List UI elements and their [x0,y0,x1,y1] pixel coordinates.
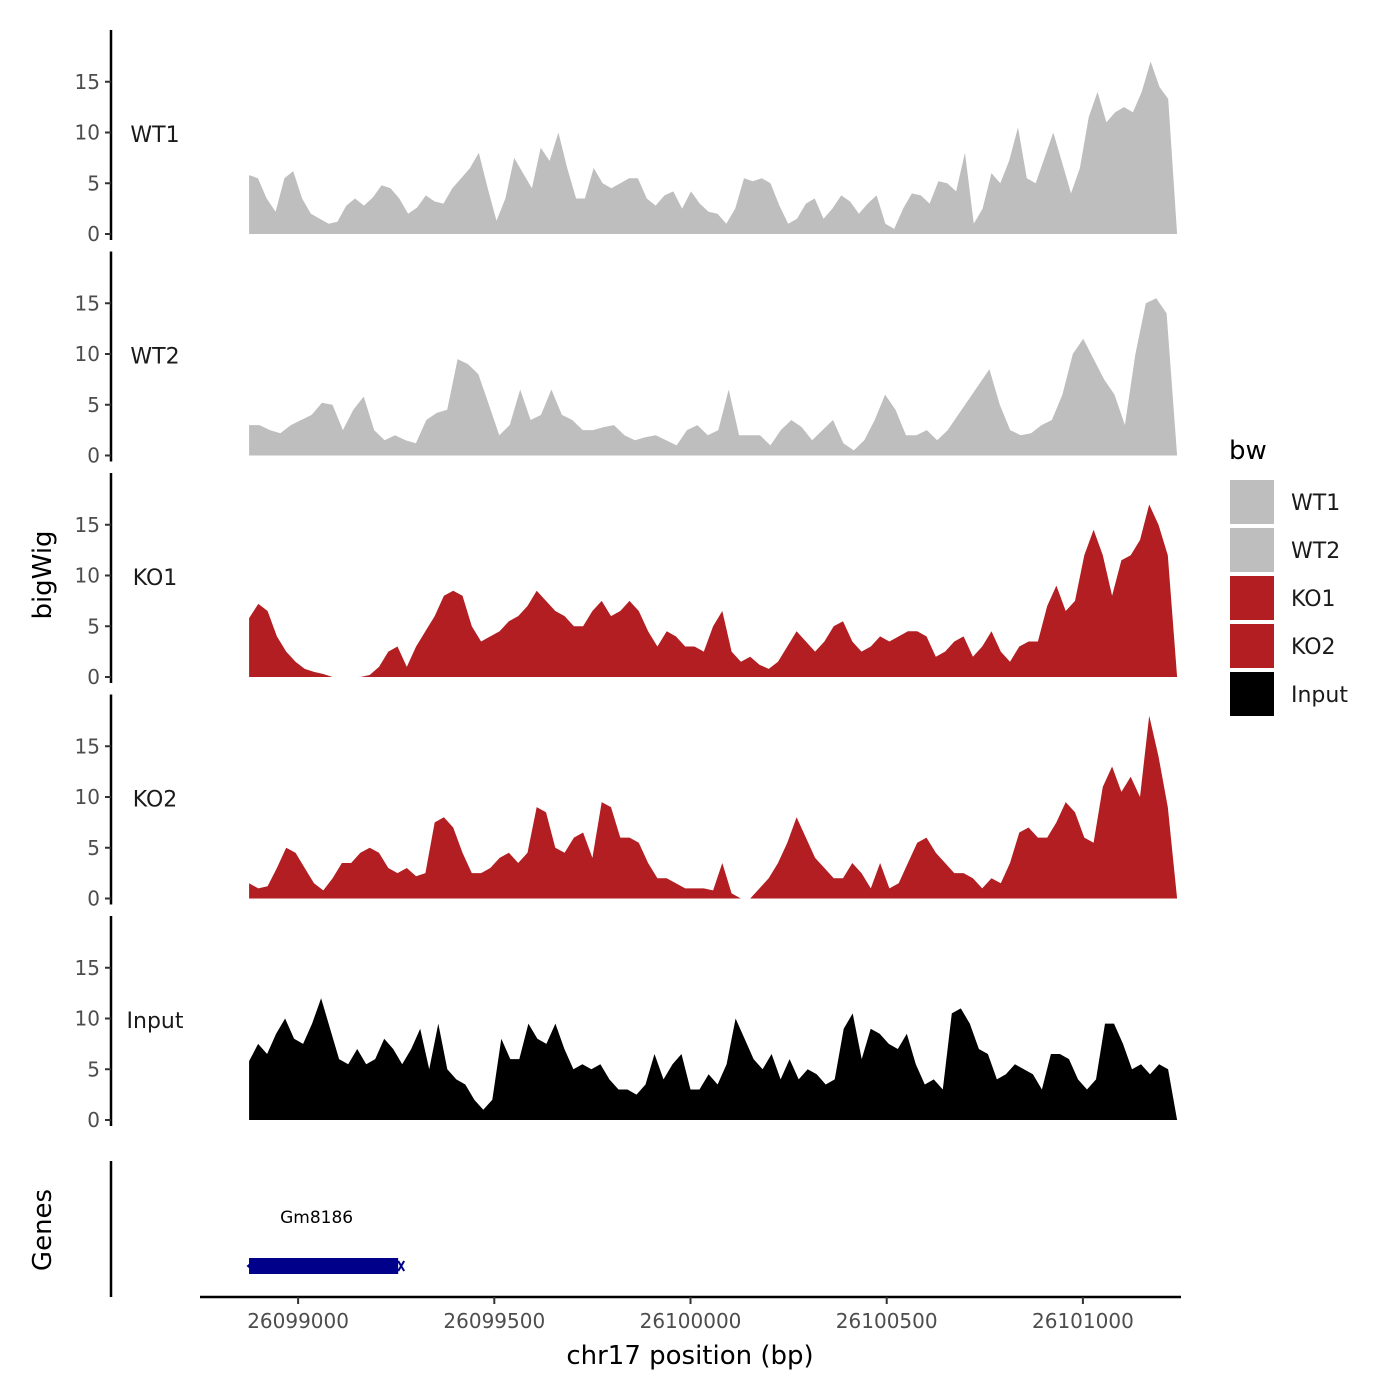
gene-body [249,1258,399,1274]
y-tick-label: 5 [87,393,100,417]
y-tick-label: 0 [87,1108,100,1132]
strand-arrow [397,1260,406,1272]
y-tick-label: 0 [87,444,100,468]
y-tick-label: 0 [87,665,100,689]
panel-wt2: 0 5 10 15 WT2 [75,251,1178,468]
legend-title: bw [1229,436,1267,466]
x-tick-label: 26100000 [640,1309,742,1333]
y-tick-label: 15 [75,956,100,980]
y-tick-label: 10 [75,1007,100,1031]
genes-track: Gm8186 [109,1161,406,1297]
gene-label: Gm8186 [280,1208,353,1228]
legend-swatch [1230,576,1274,620]
x-tick-label: 26099500 [443,1309,545,1333]
legend-label: WT2 [1291,539,1340,564]
y-axis-title: bigWig [28,530,58,619]
signal-area-wt1 [249,61,1178,234]
strand-arrow [246,1260,255,1272]
track-label-wt2: WT2 [130,345,179,370]
track-label-input: Input [127,1009,184,1034]
y-tick-label: 10 [75,342,100,366]
legend-item-input: Input [1230,672,1348,716]
x-tick-label: 26100500 [836,1309,938,1333]
y-tick-label: 15 [75,70,100,94]
y-tick-label: 15 [75,734,100,758]
track-label-ko2: KO2 [133,788,178,813]
x-axis: 26099000 26099500 26100000 26100500 26101000 [200,1295,1181,1333]
legend-label: KO2 [1291,635,1336,660]
y-tick-label: 10 [75,785,100,809]
legend-label: WT1 [1291,491,1340,516]
legend-item-wt1: WT1 [1230,480,1340,524]
signal-panels: 0 5 10 15 WT1 0 5 10 15 WT2 0 5 10 15 KO1 0 5 10 15 KO2 0 5 10… [75,30,1178,1132]
y-tick-label: 15 [75,513,100,537]
panel-wt1: 0 5 10 15 WT1 [75,30,1178,246]
legend-label: KO1 [1291,587,1336,612]
legend-swatch [1230,480,1274,524]
x-tick-label: 26101000 [1032,1309,1134,1333]
y-tick-label: 5 [87,1057,100,1081]
signal-area-input [249,998,1178,1120]
y-tick-label: 5 [87,171,100,195]
legend-item-wt2: WT2 [1230,528,1340,572]
legend-item-ko2: KO2 [1230,624,1336,668]
track-label-wt1: WT1 [130,123,179,148]
legend-swatch [1230,624,1274,668]
legend-item-ko1: KO1 [1230,576,1336,620]
x-tick-label: 26099000 [247,1309,349,1333]
panel-ko2: 0 5 10 15 KO2 [75,694,1178,911]
panel-input: 0 5 10 15 Input [75,916,1178,1132]
signal-area-ko1 [249,504,1178,677]
gene-gm8186: Gm8186 [246,1208,406,1274]
y-tick-label: 5 [87,614,100,638]
track-label-ko1: KO1 [133,566,178,591]
legend-label: Input [1291,683,1348,708]
x-axis-title: chr17 position (bp) [566,1341,813,1371]
y-tick-label: 5 [87,836,100,860]
panel-ko1: 0 5 10 15 KO1 [75,473,1178,689]
signal-area-ko2 [249,715,1178,899]
y-tick-label: 0 [87,887,100,911]
legend-swatch [1230,528,1274,572]
legend: bw WT1 WT2 KO1 KO2 Input [1229,436,1348,716]
y-tick-label: 15 [75,291,100,315]
y-tick-label: 0 [87,222,100,246]
y-tick-label: 10 [75,121,100,145]
signal-area-wt2 [249,298,1178,456]
genes-axis-title: Genes [28,1189,58,1271]
legend-swatch [1230,672,1274,716]
y-tick-label: 10 [75,564,100,588]
